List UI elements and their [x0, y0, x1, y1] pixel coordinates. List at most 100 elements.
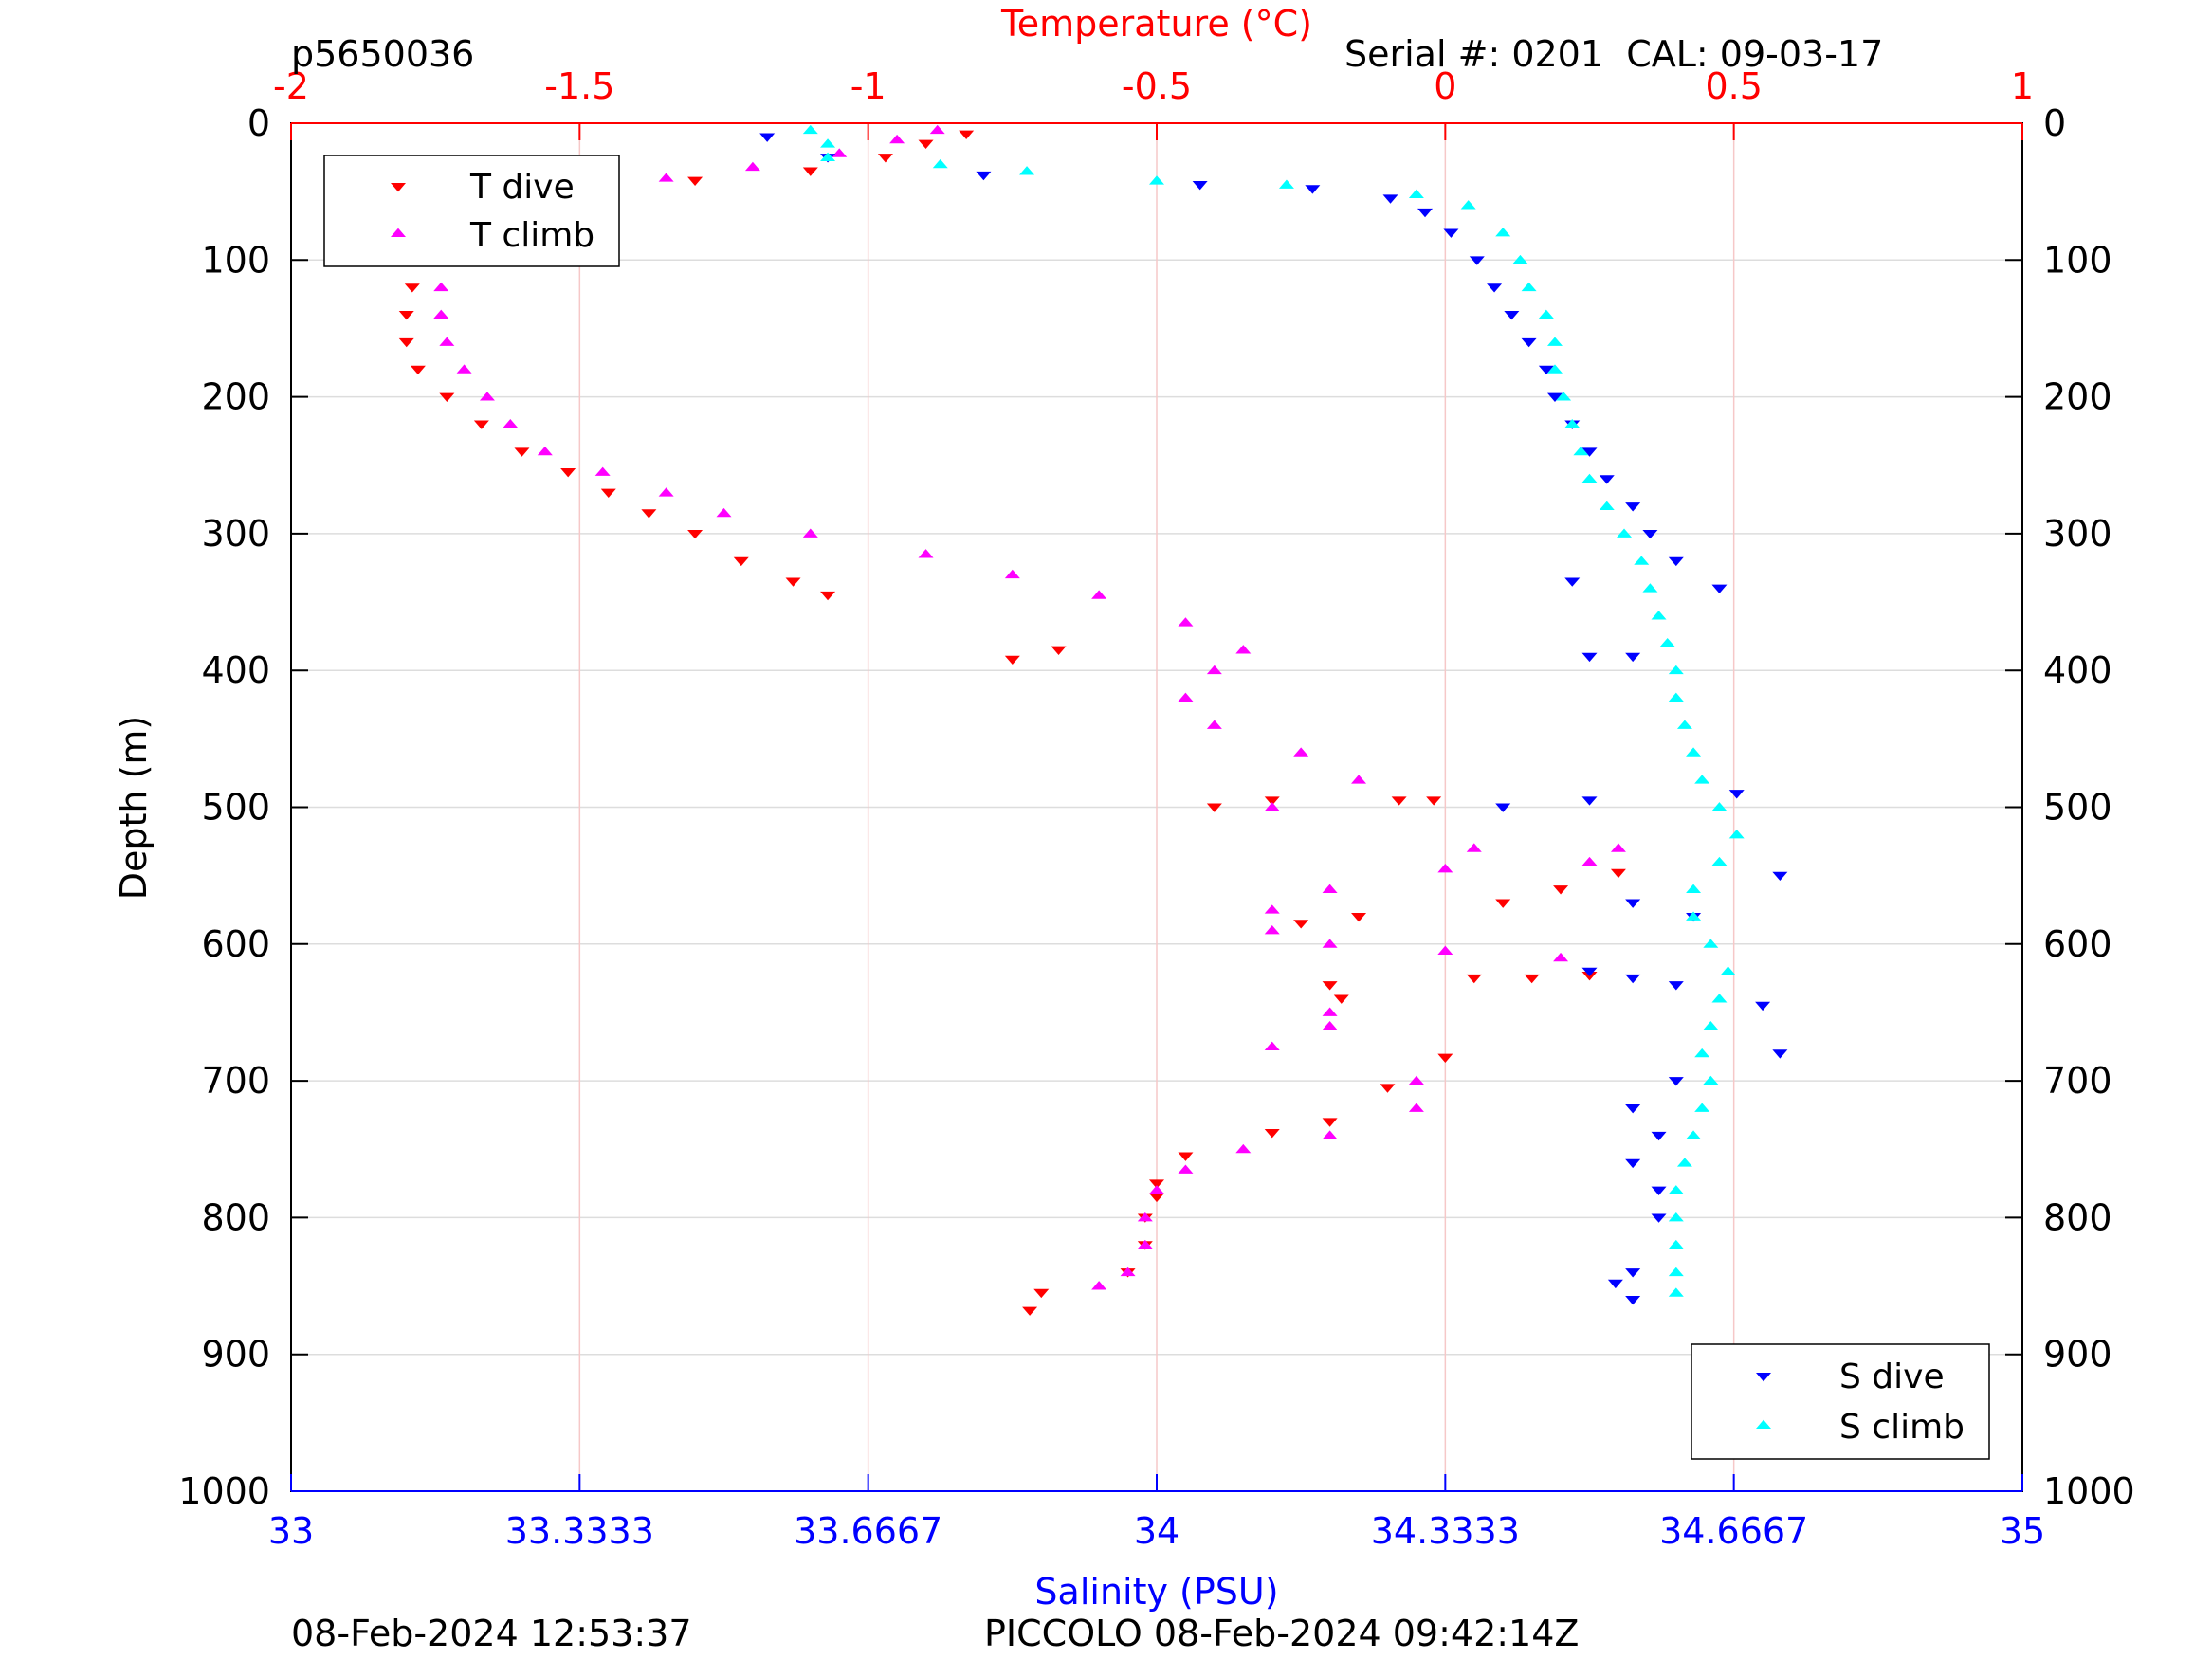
- data-point: [929, 124, 945, 135]
- data-point: [1333, 994, 1349, 1004]
- data-point: [1322, 1007, 1338, 1016]
- data-point: [1676, 720, 1692, 729]
- depth-tick-label-right: 100: [2043, 239, 2112, 281]
- legend-marker: [1756, 1419, 1771, 1429]
- temperature-tick-label: -1: [850, 65, 887, 107]
- data-point: [600, 488, 616, 499]
- data-point: [802, 124, 818, 135]
- data-point: [1610, 843, 1626, 852]
- axis-ticks: 0 0 100 100 200 200 300 300 400 400 500 500 600 600 70…: [178, 65, 2134, 1552]
- data-point: [658, 487, 674, 497]
- legend-marker-t-dive: [391, 183, 406, 192]
- data-point: [1022, 1306, 1038, 1316]
- data-point: [877, 154, 893, 163]
- data-point: [1694, 1048, 1710, 1058]
- data-point: [1206, 803, 1222, 812]
- data-point: [1581, 967, 1598, 977]
- data-point: [1686, 911, 1702, 921]
- data-point: [1599, 501, 1615, 510]
- data-point: [918, 549, 934, 558]
- data-point: [1426, 796, 1442, 806]
- data-point: [1417, 208, 1434, 218]
- data-point: [1581, 473, 1598, 483]
- data-point: [1293, 747, 1309, 757]
- serial-calibration: Serial #: 0201 CAL: 09-03-17: [1344, 33, 1883, 75]
- data-point: [1521, 337, 1537, 348]
- data-point: [473, 420, 489, 429]
- data-point: [1443, 228, 1459, 238]
- data-point: [1625, 652, 1641, 663]
- data-point: [1437, 864, 1453, 873]
- temperature-tick-label: 0.5: [1705, 65, 1762, 107]
- data-point: [1495, 899, 1511, 908]
- depth-tick-label-left: 600: [201, 923, 270, 965]
- salinity-tick-label: 33: [268, 1510, 314, 1552]
- data-point: [1264, 904, 1280, 914]
- legend-label-s-climb: S climb: [1839, 1408, 1965, 1447]
- data-point: [687, 176, 704, 187]
- salinity-axis-label: Salinity (PSU): [1034, 1571, 1278, 1613]
- data-point: [1625, 502, 1641, 512]
- data-point: [1466, 843, 1482, 852]
- data-point: [716, 507, 732, 518]
- depth-tick-label-right: 1000: [2043, 1470, 2135, 1512]
- glider-timestamp: PICCOLO 08-Feb-2024 09:42:14Z: [984, 1613, 1579, 1654]
- data-point: [959, 130, 975, 139]
- salinity-legend: S dive S climb: [1691, 1343, 1990, 1460]
- data-point: [1120, 1267, 1136, 1277]
- data-point: [1668, 692, 1684, 702]
- data-point: [1264, 802, 1280, 811]
- data-point: [932, 158, 948, 169]
- depth-tick-label-right: 900: [2043, 1334, 2112, 1376]
- data-point: [594, 466, 611, 476]
- data-point: [802, 167, 818, 176]
- legend-label-t-dive: T dive: [469, 168, 575, 207]
- depth-tick-label-right: 600: [2043, 923, 2112, 965]
- data-point: [1668, 1239, 1684, 1249]
- data-point: [1581, 447, 1598, 457]
- legend-marker: [1756, 1373, 1771, 1382]
- data-point: [1004, 569, 1020, 579]
- data-point: [785, 577, 801, 587]
- data-point: [1293, 920, 1309, 929]
- legend-marker: [391, 183, 406, 192]
- data-point: [1668, 556, 1684, 567]
- data-point: [1437, 945, 1453, 955]
- depth-tick-label-left: 700: [201, 1060, 270, 1102]
- data-point: [503, 419, 519, 428]
- data-point: [1651, 1131, 1667, 1141]
- data-point: [1322, 884, 1338, 894]
- data-point: [641, 509, 657, 519]
- data-point: [1772, 1049, 1788, 1059]
- data-point: [1322, 1020, 1338, 1030]
- depth-tick-label-right: 200: [2043, 376, 2112, 418]
- data-point: [514, 447, 530, 457]
- data-point: [1668, 1267, 1684, 1277]
- data-point: [1625, 1296, 1641, 1305]
- data-point: [1676, 1158, 1692, 1167]
- data-point: [889, 134, 905, 144]
- depth-tick-label-right: 400: [2043, 649, 2112, 691]
- temperature-tick-label: -0.5: [1122, 65, 1192, 107]
- depth-tick-label-right: 500: [2043, 787, 2112, 829]
- depth-tick-label-right: 300: [2043, 513, 2112, 555]
- data-point: [1651, 611, 1667, 620]
- data-point: [802, 528, 818, 538]
- data-point: [1437, 1053, 1453, 1063]
- data-point: [820, 152, 836, 162]
- data-point: [1149, 1193, 1164, 1203]
- data-point: [1051, 646, 1067, 655]
- data-point: [1512, 254, 1528, 264]
- data-point: [744, 161, 760, 172]
- temperature-tick-label: 1: [2011, 65, 2034, 107]
- data-point: [733, 556, 749, 567]
- data-point: [1149, 175, 1164, 185]
- data-point: [1469, 256, 1485, 265]
- legend-marker-s-dive: [1756, 1373, 1771, 1382]
- series-s-climb: [802, 124, 1745, 1297]
- data-point: [1642, 529, 1658, 539]
- data-point: [1610, 868, 1626, 879]
- data-point: [1382, 194, 1398, 204]
- legend-marker-t-climb: [391, 228, 406, 237]
